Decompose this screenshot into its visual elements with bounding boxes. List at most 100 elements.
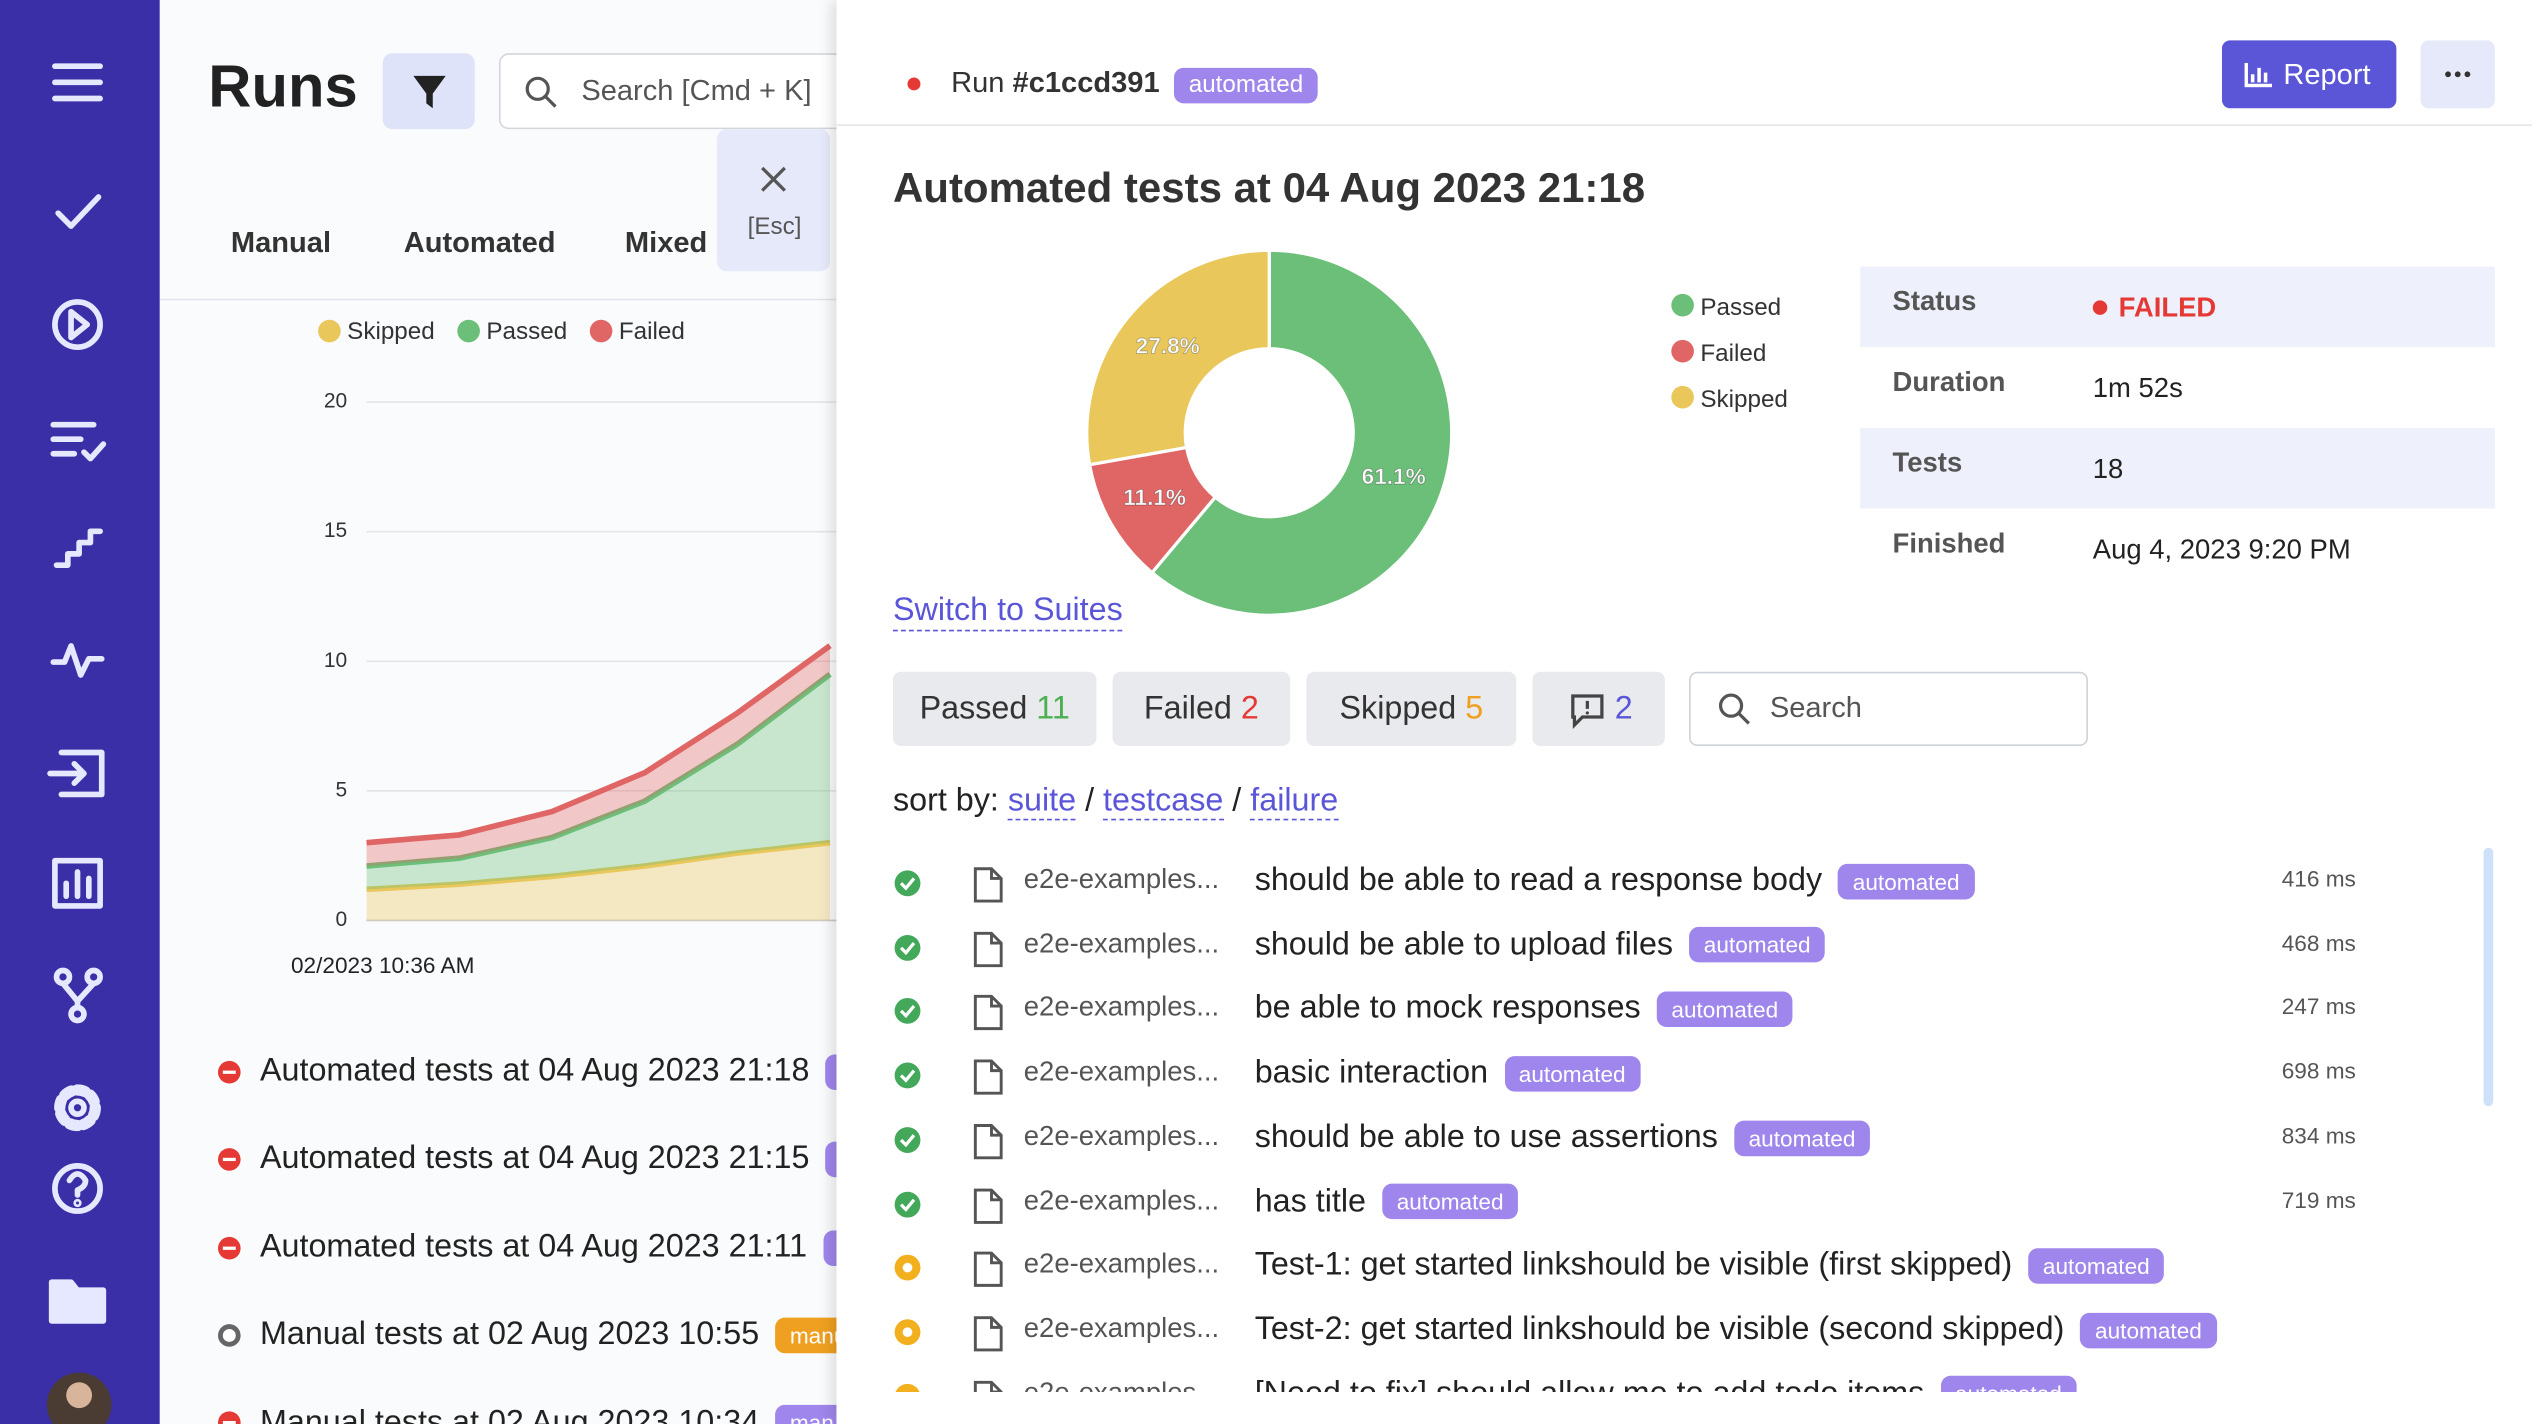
test-duration: 468 ms — [2281, 929, 2356, 956]
more-button[interactable] — [2420, 40, 2495, 109]
inner-dot — [902, 1263, 913, 1273]
check-icon[interactable] — [55, 194, 102, 229]
search-box[interactable]: Search [Cmd + K] — [498, 53, 890, 130]
filter-button[interactable]: Skipped 5 — [1306, 671, 1517, 747]
legend-label: Skipped — [1700, 386, 1788, 413]
runs-icon[interactable] — [52, 299, 103, 351]
plot — [366, 643, 832, 921]
test-title: Test-2: get started linkshould be visibl… — [1254, 1311, 2065, 1347]
sort-option[interactable]: suite — [1007, 783, 1077, 821]
run-title: Automated tests at 04 Aug 2023 21:18 — [259, 1053, 810, 1089]
filter-label: Passed — [919, 691, 1028, 727]
search-icon — [1718, 693, 1750, 725]
legend-label: Passed — [1700, 294, 1781, 321]
tab[interactable]: Automated — [403, 226, 556, 259]
test-duration: 416 ms — [2281, 865, 2356, 892]
detail-row: Duration 1m 52s — [1860, 347, 2495, 428]
test-row[interactable]: e2e-examples... Test-2: get started links… — [877, 1306, 2492, 1358]
check — [899, 1133, 916, 1147]
report-button[interactable]: Report — [2221, 40, 2397, 109]
run-row[interactable]: Manual tests at 02 Aug 2023 10:34 man — [217, 1404, 839, 1424]
check — [899, 941, 916, 955]
test-tag: automated — [2028, 1248, 2165, 1284]
test-suite: e2e-examples... — [1023, 863, 1220, 895]
y-tick-label: 10 — [324, 649, 347, 672]
detail-value: 18 — [2093, 454, 2124, 486]
header-divider — [836, 124, 2532, 126]
detail-value: FAILED — [2092, 292, 2216, 324]
run-status-icon — [217, 1236, 241, 1259]
close-hint: [Esc] — [747, 213, 802, 241]
test-row[interactable]: e2e-examples... should be able to read a … — [877, 857, 2492, 909]
comments-count: 2 — [1614, 691, 1633, 727]
test-status-icon — [894, 1126, 921, 1153]
file-icon — [973, 1059, 1003, 1095]
report-label: Report — [2283, 58, 2371, 91]
page-title: Runs — [208, 53, 358, 120]
test-row[interactable]: e2e-examples... [Need to fix] should allo… — [877, 1370, 2492, 1392]
help-icon[interactable] — [52, 1163, 103, 1214]
switch-link[interactable]: Switch to Suites — [892, 593, 1123, 632]
filter-button[interactable]: Failed 2 — [1112, 671, 1291, 747]
sort-option[interactable]: testcase — [1103, 783, 1224, 821]
y-tick-label: 20 — [324, 390, 347, 413]
test-row[interactable]: e2e-examples... be able to mock responses… — [877, 986, 2492, 1038]
test-title-wrap: basic interaction automated — [1255, 1055, 1641, 1092]
folder-icon[interactable] — [48, 1279, 107, 1324]
run-row[interactable]: Automated tests at 04 Aug 2023 21:11a — [217, 1229, 839, 1266]
test-row[interactable]: e2e-examples... Test-1: get started links… — [877, 1242, 2492, 1294]
steps-icon[interactable] — [53, 528, 103, 569]
run-tag: man — [775, 1405, 839, 1424]
test-row[interactable]: e2e-examples... has title automated 719 ms — [877, 1178, 2492, 1230]
area-line — [366, 839, 831, 893]
test-suite: e2e-examples... — [1023, 992, 1220, 1023]
test-tag: automated — [2080, 1312, 2217, 1348]
test-row[interactable]: e2e-examples... should be able to use ass… — [877, 1114, 2492, 1166]
import-icon[interactable] — [47, 749, 105, 798]
test-search[interactable]: Search — [1689, 671, 2088, 747]
filter-count: 11 — [1036, 691, 1070, 727]
test-title: has title — [1254, 1183, 1367, 1219]
sort-separator: / — [1232, 783, 1242, 819]
close-button[interactable]: [Esc] — [716, 129, 831, 272]
comment-icon — [1571, 694, 1604, 729]
filter-button[interactable]: Passed 11 — [892, 671, 1097, 747]
sort-label: sort by: — [892, 783, 999, 819]
filter-button[interactable] — [382, 53, 475, 130]
sort-option[interactable]: failure — [1250, 783, 1339, 821]
test-suite: e2e-examples... — [1024, 1377, 1219, 1392]
run-row[interactable]: Automated tests at 04 Aug 2023 21:15 a — [217, 1141, 839, 1178]
scrollbar[interactable] — [2483, 847, 2494, 1107]
comments-filter[interactable]: 2 — [1532, 671, 1665, 747]
settings-icon[interactable] — [54, 1084, 101, 1132]
run-tag: a — [825, 1054, 839, 1090]
plan-icon[interactable] — [50, 421, 107, 462]
run-label: Run — [951, 66, 1005, 99]
pulse-icon[interactable] — [50, 643, 105, 678]
menu-icon[interactable] — [52, 63, 103, 102]
test-row[interactable]: e2e-examples... basic interaction automate… — [877, 1050, 2492, 1102]
detail-text: 1m 52s — [2092, 373, 2183, 404]
analytics-icon[interactable] — [52, 857, 103, 909]
run-row[interactable]: Automated tests at 04 Aug 2023 21:18 a — [217, 1053, 839, 1090]
test-suite: e2e-examples... — [1023, 1120, 1220, 1152]
file-icon — [973, 1123, 1003, 1159]
test-title: should be able to use assertions — [1254, 1119, 1718, 1155]
tab[interactable]: Mixed — [624, 226, 708, 259]
legend-swatch — [1671, 339, 1694, 363]
runs-chart: 0 5 10 15 20 02/2023 10:36 AM Skipped Passed Fai… — [291, 318, 839, 978]
test-title-wrap: [Need to fix] should allow me to add tod… — [1255, 1375, 2077, 1392]
test-status-icon — [894, 1255, 921, 1281]
test-tag: automated — [1656, 991, 1793, 1028]
test-title-wrap: Test-2: get started linkshould be visibl… — [1255, 1311, 2217, 1348]
branch-icon[interactable] — [53, 967, 103, 1024]
detail-text: Aug 4, 2023 9:20 PM — [2092, 534, 2351, 566]
detail-row: Status FAILED — [1860, 266, 2495, 348]
file-icon — [973, 1251, 1003, 1288]
run-row[interactable]: Manual tests at 02 Aug 2023 10:55 manu — [217, 1316, 839, 1354]
test-row[interactable]: e2e-examples... should be able to upload … — [877, 922, 2492, 974]
tab[interactable]: Manual — [230, 226, 332, 259]
sidebar — [0, 0, 160, 1424]
legend-swatch — [589, 319, 613, 343]
legend-label: Skipped — [347, 318, 435, 345]
